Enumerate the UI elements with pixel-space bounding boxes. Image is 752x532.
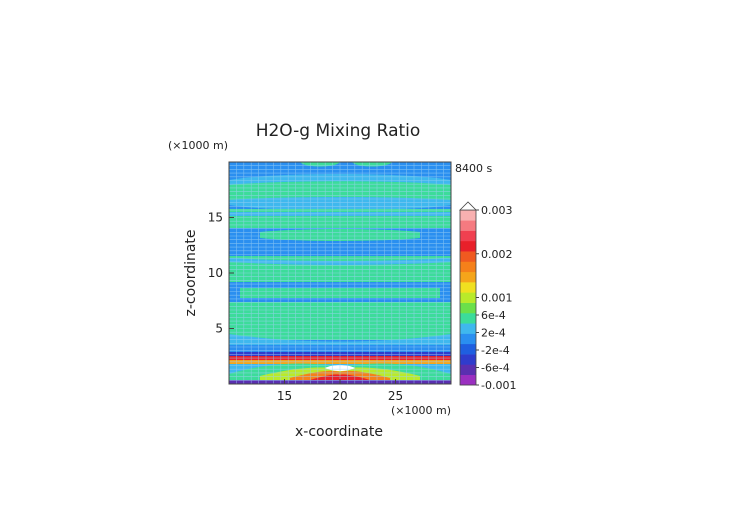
- colorbar-tick-label: 2e-4: [481, 327, 506, 340]
- chart-title: H2O-g Mixing Ratio: [256, 121, 421, 141]
- colorbar-tick-label: 0.001: [481, 292, 513, 305]
- y-tick-label: 15: [208, 211, 223, 225]
- colorbar-swatch: [460, 210, 476, 221]
- x-unit-label: (×1000 m): [391, 404, 451, 417]
- plot-grid: [229, 162, 451, 384]
- heatmap-plot: [229, 162, 451, 384]
- colorbar-swatch: [460, 364, 476, 376]
- band-top-cap-left: [300, 162, 340, 167]
- y-unit-label: (×1000 m): [168, 139, 228, 152]
- colorbar-swatch: [460, 323, 476, 334]
- colorbar: 0.003 0.002 0.001 6e-4 2e-4 -2e-4 -6e-4 -0.001: [459, 201, 516, 392]
- colorbar-tick-label: -2e-4: [481, 344, 510, 357]
- colorbar-swatch: [460, 220, 476, 231]
- colorbar-extend-arrow: [459, 201, 477, 211]
- y-axis-label: z-coordinate: [183, 229, 199, 316]
- colorbar-swatch: [460, 333, 476, 345]
- colorbar-swatch: [460, 312, 476, 324]
- x-ticks: 15 20 25: [277, 379, 403, 403]
- colorbar-swatch: [460, 230, 476, 242]
- colorbar-swatch: [460, 240, 476, 252]
- colorbar-swatch: [460, 354, 476, 365]
- time-label: 8400 s: [455, 162, 492, 175]
- y-tick-label: 5: [215, 322, 223, 336]
- x-axis-label: x-coordinate: [295, 424, 383, 440]
- colorbar-swatch: [460, 282, 476, 293]
- band-6-edge: [229, 334, 451, 345]
- x-tick-label: 20: [332, 389, 347, 403]
- y-ticks: 5 10 15: [208, 211, 234, 336]
- x-tick-label: 25: [388, 389, 403, 403]
- colorbar-swatch: [460, 343, 476, 355]
- colorbar-swatch: [460, 374, 476, 386]
- colorbar-swatch: [460, 251, 476, 262]
- colorbar-swatch: [460, 271, 476, 283]
- colorbar-tick-label: -6e-4: [481, 362, 510, 375]
- colorbar-tick-label: 6e-4: [481, 309, 506, 322]
- y-tick-label: 10: [208, 266, 223, 280]
- colorbar-swatch: [460, 302, 476, 314]
- colorbar-swatch: [460, 292, 476, 303]
- colorbar-tick-label: 0.002: [481, 248, 513, 261]
- x-tick-label: 15: [277, 389, 292, 403]
- colorbar-tick-label: -0.001: [481, 379, 516, 392]
- colorbar-tick-label: 0.003: [481, 204, 513, 217]
- colorbar-swatch: [460, 261, 476, 273]
